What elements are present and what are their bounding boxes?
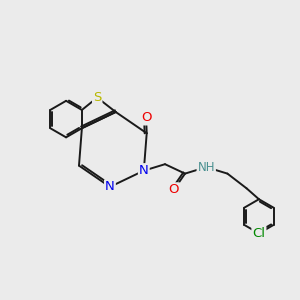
Text: O: O [169,183,179,196]
Text: N: N [105,180,115,194]
Text: Cl: Cl [252,227,266,240]
Text: NH: NH [197,160,215,174]
Text: O: O [141,111,152,124]
Text: N: N [139,164,149,177]
Text: S: S [93,91,101,104]
